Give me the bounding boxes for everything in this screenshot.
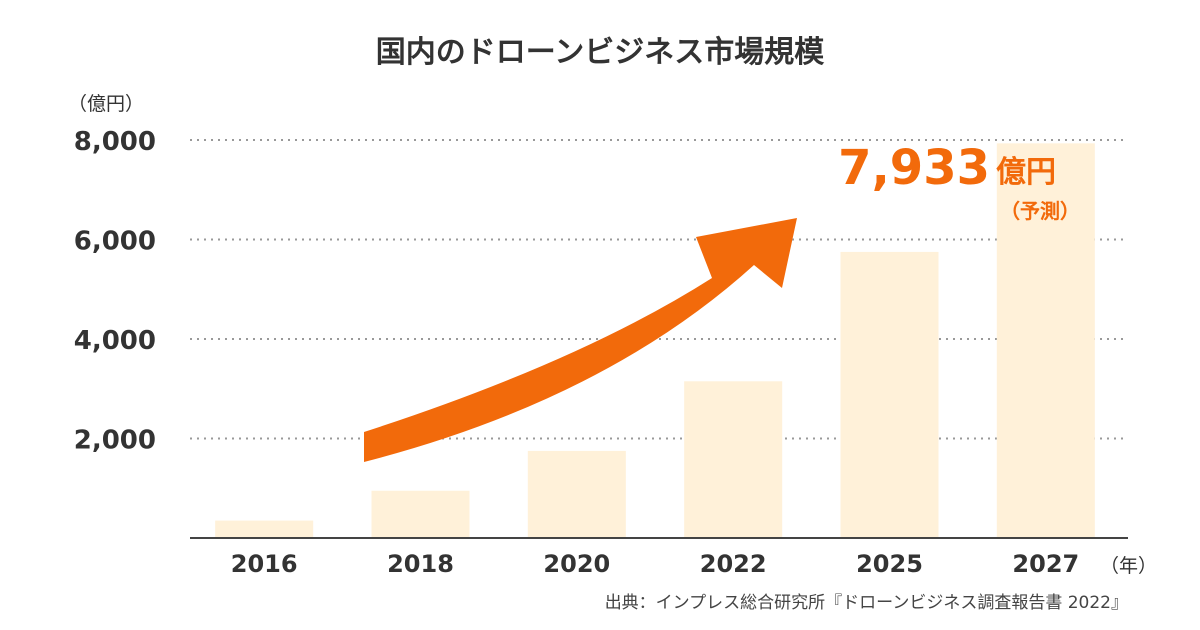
x-axis-ticks: 2016 2018 2020 2022 2025 2027 xyxy=(231,550,1079,578)
x-tick-label: 2022 xyxy=(700,550,767,578)
bars xyxy=(215,143,1095,538)
bar-2025 xyxy=(840,251,939,538)
gridlines xyxy=(190,139,1128,440)
x-axis-unit-label: （年） xyxy=(1100,555,1157,577)
bar-2020 xyxy=(527,450,626,538)
y-tick-label: 6,000 xyxy=(74,227,156,257)
forecast-note: （予測） xyxy=(1000,199,1080,223)
y-tick-label: 4,000 xyxy=(74,326,156,356)
chart-title: 国内のドローンビジネス市場規模 xyxy=(376,35,825,70)
forecast-value: 7,933 xyxy=(838,140,990,196)
bar-2022 xyxy=(684,381,783,538)
y-tick-label: 2,000 xyxy=(74,426,156,456)
bar-2027 xyxy=(996,143,1095,538)
forecast-unit: 億円 xyxy=(996,155,1056,190)
growth-arrow xyxy=(364,218,797,462)
x-tick-label: 2025 xyxy=(856,550,923,578)
x-tick-label: 2018 xyxy=(387,550,454,578)
y-axis-ticks: 2,000 4,000 6,000 8,000 xyxy=(74,127,156,456)
source-note: 出典：インプレス総合研究所『ドローンビジネス調査報告書 2022』 xyxy=(605,593,1128,613)
y-axis-unit-label: （億円） xyxy=(68,93,144,115)
bar-2018 xyxy=(371,490,470,538)
y-tick-label: 8,000 xyxy=(74,127,156,157)
bar-2016 xyxy=(215,520,314,538)
x-tick-label: 2020 xyxy=(543,550,610,578)
x-tick-label: 2027 xyxy=(1012,550,1079,578)
x-tick-label: 2016 xyxy=(231,550,298,578)
